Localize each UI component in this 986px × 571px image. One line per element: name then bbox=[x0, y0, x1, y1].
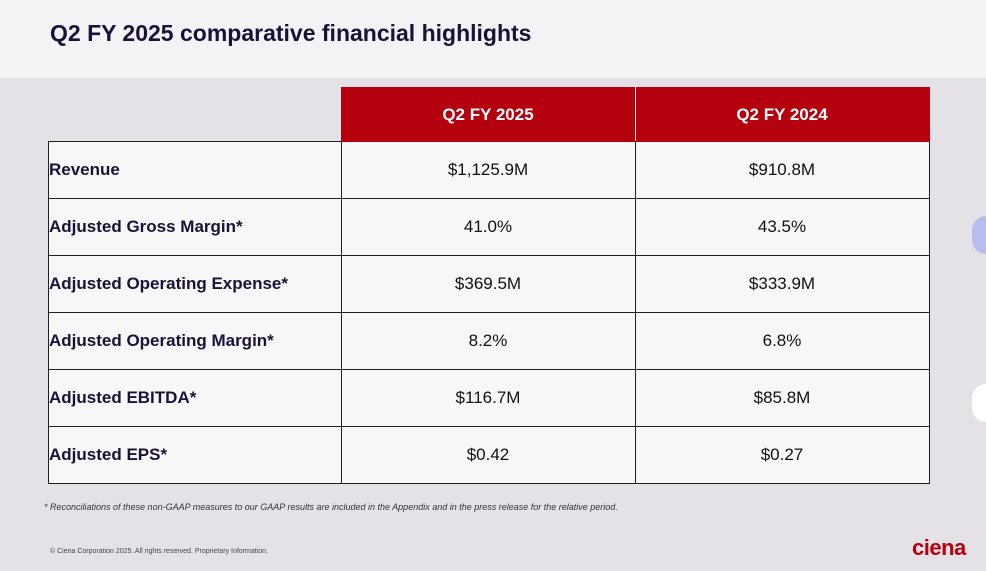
table-header-row: Q2 FY 2025 Q2 FY 2024 bbox=[49, 87, 930, 142]
footnote: * Reconciliations of these non-GAAP meas… bbox=[44, 502, 618, 512]
cell-value: $0.27 bbox=[634, 426, 930, 484]
row-label: Adjusted EPS* bbox=[48, 426, 342, 484]
row-label: Adjusted Operating Margin* bbox=[48, 312, 342, 370]
cell-value: 43.5% bbox=[634, 198, 930, 256]
copyright-notice: © Ciena Corporation 2025. All rights res… bbox=[50, 548, 268, 555]
cell-value: $910.8M bbox=[634, 141, 930, 199]
slide-title: Q2 FY 2025 comparative financial highlig… bbox=[50, 20, 532, 46]
financial-highlights-table: Q2 FY 2025 Q2 FY 2024 Revenue $1,125.9M … bbox=[48, 87, 930, 484]
header-band bbox=[0, 0, 986, 78]
row-label: Adjusted Gross Margin* bbox=[48, 198, 342, 256]
logo-wordmark: ciena bbox=[912, 535, 967, 560]
header-blank-cell bbox=[49, 88, 342, 142]
table-row: Adjusted EBITDA* $116.7M $85.8M bbox=[48, 369, 930, 427]
cell-value: $369.5M bbox=[340, 255, 636, 313]
table-row: Adjusted EPS* $0.42 $0.27 bbox=[48, 426, 930, 484]
row-label: Revenue bbox=[48, 141, 342, 199]
table-row: Adjusted Operating Expense* $369.5M $333… bbox=[48, 255, 930, 313]
next-slide-button[interactable] bbox=[972, 384, 986, 422]
column-header: Q2 FY 2024 bbox=[634, 87, 930, 142]
cell-value: $1,125.9M bbox=[340, 141, 636, 199]
cell-value: $116.7M bbox=[340, 369, 636, 427]
ciena-logo-mark: ciena bbox=[912, 535, 968, 560]
ciena-logo: ciena bbox=[912, 535, 974, 571]
previous-slide-button[interactable] bbox=[972, 216, 986, 254]
cell-value: $333.9M bbox=[634, 255, 930, 313]
table-row: Adjusted Operating Margin* 8.2% 6.8% bbox=[48, 312, 930, 370]
table-row: Revenue $1,125.9M $910.8M bbox=[48, 141, 930, 199]
row-label: Adjusted Operating Expense* bbox=[48, 255, 342, 313]
cell-value: $0.42 bbox=[340, 426, 636, 484]
cell-value: 41.0% bbox=[340, 198, 636, 256]
cell-value: 8.2% bbox=[340, 312, 636, 370]
table-row: Adjusted Gross Margin* 41.0% 43.5% bbox=[48, 198, 930, 256]
cell-value: $85.8M bbox=[634, 369, 930, 427]
row-label: Adjusted EBITDA* bbox=[48, 369, 342, 427]
cell-value: 6.8% bbox=[634, 312, 930, 370]
column-header: Q2 FY 2025 bbox=[340, 87, 636, 142]
